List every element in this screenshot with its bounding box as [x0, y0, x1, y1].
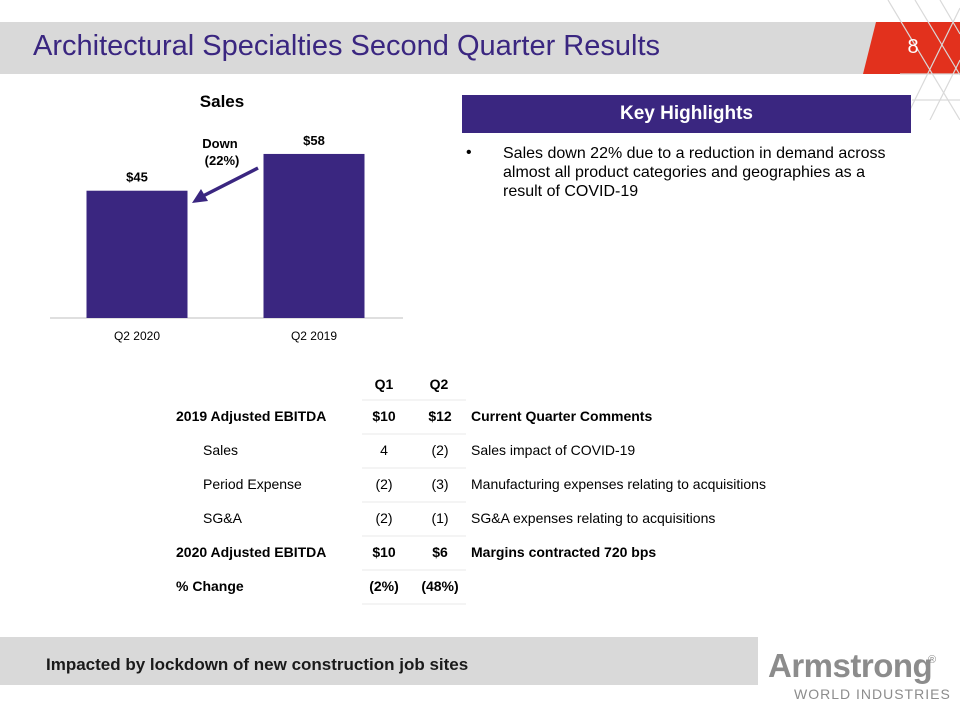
table-header-q2: Q2: [429, 376, 449, 392]
table-cell-comment: Sales impact of COVID-19: [471, 442, 636, 458]
table-cell-q2: (1): [431, 510, 449, 526]
footer-bar: [0, 637, 758, 685]
lattice-decoration: [887, 0, 960, 120]
table-row-label: 2019 Adjusted EBITDA: [176, 408, 327, 424]
table-cell-q1: 4: [380, 442, 388, 458]
bar-q2-2019: [263, 153, 365, 318]
annotation-line1: Down: [202, 136, 237, 151]
table-row-label: Period Expense: [203, 476, 302, 492]
bullet-marker: •: [466, 144, 472, 161]
data-label: $58: [303, 133, 325, 148]
data-label: $45: [126, 170, 148, 185]
corner-graphic: [863, 0, 960, 120]
table-row-label: Sales: [203, 442, 239, 458]
table-cell-q2: (3): [431, 476, 449, 492]
table-row-label: % Change: [176, 578, 244, 594]
key-highlights-header: Key Highlights: [462, 95, 911, 133]
table-row-label: 2020 Adjusted EBITDA: [176, 544, 327, 560]
table-header-q1: Q1: [374, 376, 394, 392]
page-number: 8: [907, 36, 919, 58]
title-bar: [0, 22, 960, 74]
bar-q2-2020: [86, 190, 188, 318]
table-cell-q1: (2): [375, 510, 393, 526]
table-cell-q2: $6: [432, 544, 448, 560]
armstrong-logo: Armstrong: [768, 647, 933, 684]
table-cell-q1: (2%): [369, 578, 399, 594]
table-cell-q2: (48%): [421, 578, 459, 594]
table-cell-q1: $10: [372, 408, 396, 424]
x-tick-label: Q2 2019: [291, 329, 337, 343]
table-cell-q2: (2): [431, 442, 449, 458]
table-row-label: SG&A: [203, 510, 242, 526]
table-cell-comment: Margins contracted 720 bps: [471, 544, 657, 560]
sales-bar-chart: Sales $45 Q2 2020 $58 Q2 2019 Down (22%): [50, 92, 403, 343]
x-tick-label: Q2 2020: [114, 329, 160, 343]
annotation-line2: (22%): [205, 153, 240, 168]
table-cell-q1: $10: [372, 544, 396, 560]
table-cell-q1: (2): [375, 476, 393, 492]
table-cell-comment: Current Quarter Comments: [471, 408, 653, 424]
registered-mark: ®: [928, 654, 937, 666]
chart-title: Sales: [200, 92, 244, 111]
table-cell-comment: Manufacturing expenses relating to acqui…: [471, 476, 766, 492]
slide-title: Architectural Specialties Second Quarter…: [33, 30, 661, 62]
footer-text: Impacted by lockdown of new construction…: [46, 655, 469, 674]
logo-subtitle: WORLD INDUSTRIES: [794, 686, 951, 702]
table-cell-comment: SG&A expenses relating to acquisitions: [471, 510, 716, 526]
down-arrow: [192, 166, 259, 203]
highlight-item: Sales down 22% due to a reduction in dem…: [503, 145, 886, 200]
table-cell-q2: $12: [428, 408, 452, 424]
